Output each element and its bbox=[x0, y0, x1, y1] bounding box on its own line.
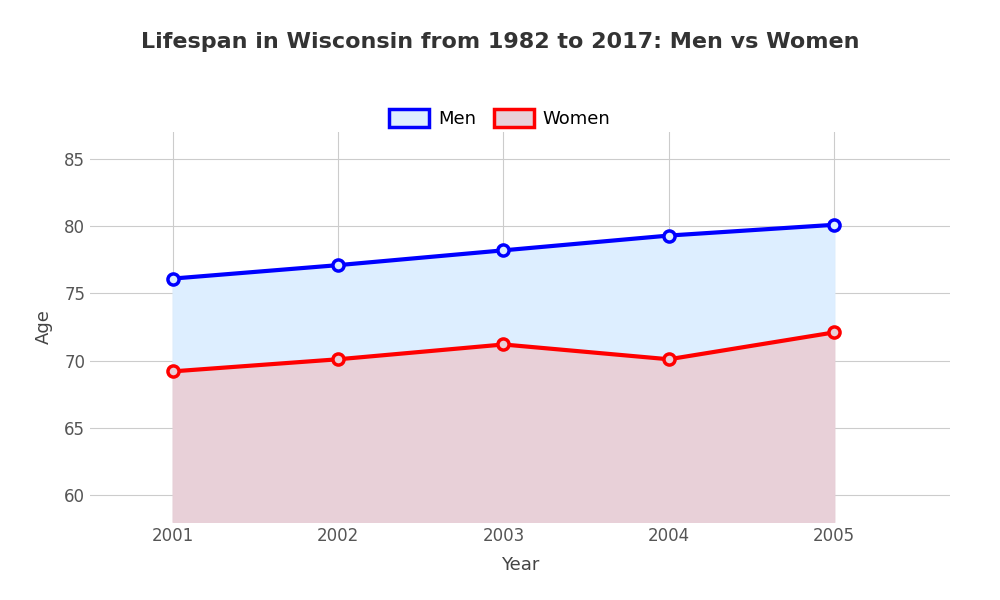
Y-axis label: Age: Age bbox=[35, 310, 53, 344]
Text: Lifespan in Wisconsin from 1982 to 2017: Men vs Women: Lifespan in Wisconsin from 1982 to 2017:… bbox=[141, 32, 859, 52]
Legend: Men, Women: Men, Women bbox=[382, 102, 618, 135]
X-axis label: Year: Year bbox=[501, 556, 539, 574]
